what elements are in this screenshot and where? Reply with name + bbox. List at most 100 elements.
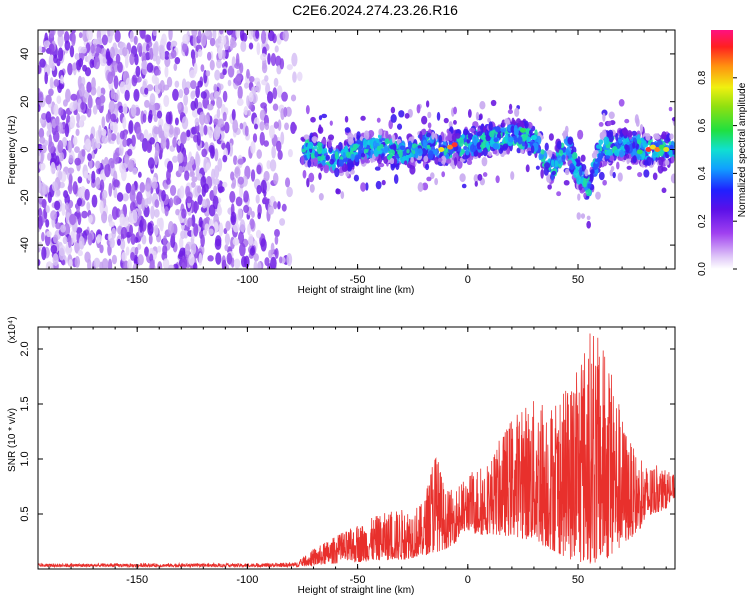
spectrogram-signal-cell (525, 164, 530, 173)
snr-y-ticks: 0.5 1.0 1.5 2.0 (19, 341, 675, 522)
spectrogram-noise-cell (74, 146, 80, 154)
spectrogram-noise-cell (197, 48, 203, 58)
spectrogram-noise-cell (53, 78, 60, 87)
spectrogram-noise-cell (239, 242, 246, 257)
spectrogram-signal-cell (548, 150, 553, 158)
spectrogram-noise-cell (87, 94, 93, 109)
spectrogram-noise-cell (156, 110, 163, 119)
spectrogram-noise-cell (147, 222, 154, 236)
spectrogram-noise-cell (241, 255, 247, 268)
spectrogram-noise-cell (203, 183, 209, 193)
spectrogram-signal-cell (417, 148, 423, 157)
spectrogram-signal-cell (362, 138, 368, 148)
spectrogram-noise-cell (214, 69, 221, 81)
spectrogram-signal-cell (607, 129, 614, 138)
spectrogram-noise-cell (141, 60, 148, 70)
spectrogram-signal-cell (389, 149, 395, 157)
spectrogram-signal-cell (390, 106, 396, 114)
spectrogram-noise-cell (136, 126, 142, 140)
spectrogram-signal-cell (344, 115, 349, 123)
spectrogram-noise-cell (260, 53, 267, 61)
spectrogram-signal-cell (350, 153, 355, 161)
spectrogram-noise-cell (286, 186, 293, 198)
spectrogram-signal-cell (500, 127, 507, 133)
spectrogram-noise-cell (166, 76, 173, 88)
spectrogram-noise-cell (281, 91, 288, 102)
spectrogram-noise-cell (86, 30, 94, 41)
spectrogram-signal-cell (472, 136, 477, 146)
spectrogram-signal-cell (343, 140, 348, 146)
spectrogram-noise-cell (76, 113, 81, 123)
spectrogram-noise-cell (100, 128, 107, 136)
spectrogram-noise-cell (181, 208, 187, 219)
spectrogram-noise-cell (90, 86, 97, 96)
spectrogram-signal-cell (583, 192, 587, 199)
spectrogram-noise-cell (206, 51, 212, 61)
spectrogram-noise-cell (65, 88, 71, 103)
spectrogram-noise-cell (109, 121, 117, 131)
spectrogram-signal-cell (389, 157, 395, 165)
spectrogram-signal-cell (445, 158, 452, 164)
spectrogram-noise-cell (209, 37, 216, 47)
spectrogram-signal-cell (448, 133, 454, 142)
spectrogram-noise-cell (212, 30, 217, 41)
spectrogram-noise-cell (58, 122, 64, 134)
spectrogram-signal-cell (421, 128, 427, 135)
spectrogram-noise-cell (154, 224, 159, 236)
spectrogram-noise-cell (246, 68, 250, 79)
spectrogram-noise-cell (38, 127, 45, 139)
spectrogram-noise-cell (273, 121, 279, 129)
spectrogram-signal-cell (323, 164, 330, 174)
spectrogram-signal-cell (577, 193, 581, 201)
spectrogram-signal-cell (556, 140, 562, 150)
chart-title: C2E6.2024.274.23.26.R16 (292, 2, 458, 18)
spectrogram-signal-cell (487, 117, 491, 123)
spectrogram-noise-cell (272, 87, 278, 100)
spectrogram-signal-cell (304, 139, 310, 145)
spectrogram-signal-cell (406, 149, 410, 154)
spectrogram-signal-cell (616, 161, 620, 170)
spectrogram-noise-cell (193, 201, 200, 212)
spectrogram-signal-cell (596, 144, 602, 149)
spectrogram-signal-cell (610, 165, 615, 172)
spectrogram-noise-cell (256, 42, 261, 56)
spectrogram-noise-cell (277, 201, 281, 210)
spectrogram-noise-cell (102, 189, 108, 200)
spectrogram-noise-cell (292, 71, 297, 83)
spectrogram-noise-cell (77, 249, 83, 257)
spectrogram-noise-cell (168, 30, 173, 41)
spectrogram-noise-cell (134, 246, 139, 256)
spectrogram-noise-cell (48, 43, 55, 56)
spectrogram-noise-cell (95, 47, 102, 54)
spectrogram-noise-cell (177, 152, 184, 164)
spectrogram-noise-cell (218, 186, 225, 193)
spectrogram-noise-cell (217, 202, 222, 217)
spectrogram-signal-cell (360, 182, 367, 192)
spectrogram-noise-cell (45, 94, 52, 105)
spectrogram-noise-cell (154, 142, 160, 157)
spectrogram-noise-cell (234, 75, 242, 86)
spectrogram-signal-cell (544, 162, 551, 169)
spectrogram-noise-cell (169, 185, 177, 196)
spectrogram-noise-cell (163, 122, 170, 133)
spectrogram-noise-cell (53, 103, 59, 116)
spectrogram-noise-cell (205, 70, 211, 77)
spectrogram-noise-cell (256, 261, 262, 269)
spectrogram-noise-cell (248, 42, 254, 50)
spectrogram-noise-cell (157, 245, 162, 253)
x-tick-label: 50 (572, 274, 584, 286)
spectrogram-noise-cell (214, 148, 219, 162)
spectrogram-signal-cell (520, 149, 524, 154)
spectrogram-noise-cell (111, 227, 117, 239)
spectrogram-signal-cell (425, 163, 430, 171)
spectrogram-noise-cell (67, 62, 73, 76)
snr-y-axis-label: SNR (10 * v/v) (7, 408, 18, 472)
spectrogram-noise-cell (69, 115, 76, 129)
spectrogram-noise-cell (204, 223, 210, 232)
spectrogram-x-axis-label: Height of straight line (km) (298, 285, 415, 296)
spectrogram-noise-cell (65, 202, 70, 212)
spectrogram-signal-cell (535, 165, 540, 170)
spectrogram-signal-cell (475, 111, 480, 121)
spectrogram-noise-cell (153, 208, 160, 218)
spectrogram-noise-cell (166, 169, 171, 181)
